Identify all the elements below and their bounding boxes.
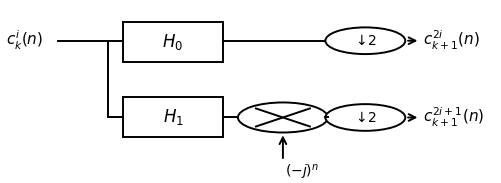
- Text: $H_0$: $H_0$: [162, 32, 183, 52]
- Ellipse shape: [325, 104, 404, 131]
- Ellipse shape: [325, 27, 404, 54]
- Bar: [123, 22, 222, 62]
- Text: $c_{k+1}^{2i}(n)$: $c_{k+1}^{2i}(n)$: [422, 29, 479, 52]
- Text: $c_k^i(n)$: $c_k^i(n)$: [6, 29, 43, 52]
- Text: $\downarrow\!2$: $\downarrow\!2$: [353, 110, 377, 124]
- Ellipse shape: [237, 102, 327, 132]
- Bar: [123, 97, 222, 137]
- Text: $c_{k+1}^{2i+1}(n)$: $c_{k+1}^{2i+1}(n)$: [422, 106, 483, 129]
- Text: $(-j)^n$: $(-j)^n$: [285, 163, 319, 182]
- Text: $\downarrow\!2$: $\downarrow\!2$: [353, 34, 377, 48]
- Text: $H_1$: $H_1$: [162, 107, 183, 127]
